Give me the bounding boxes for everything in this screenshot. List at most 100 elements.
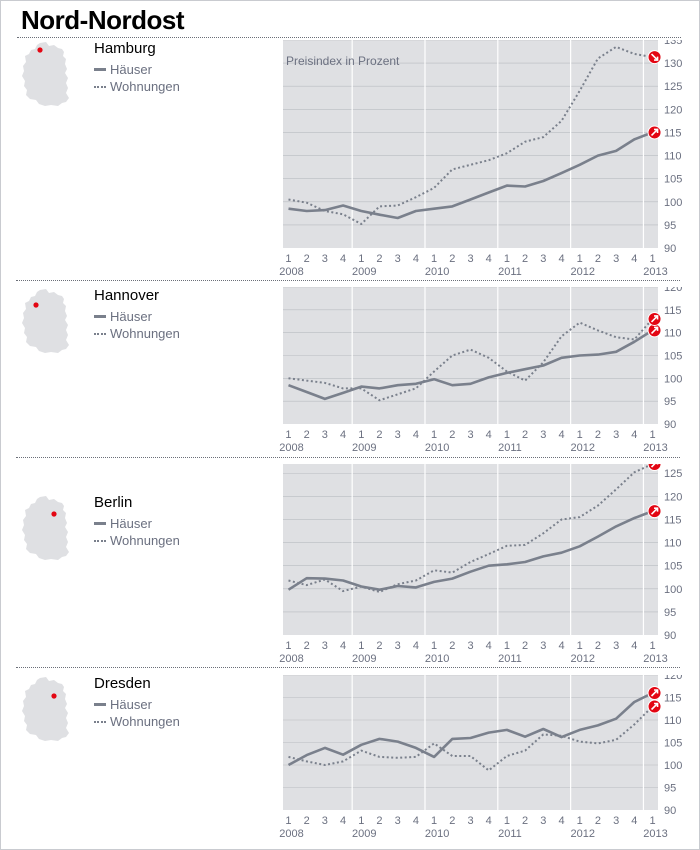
- y-tick-label: 105: [664, 174, 682, 186]
- x-tick-label: 2: [522, 429, 528, 441]
- city-title: Hamburg: [94, 40, 156, 57]
- x-tick-label: 4: [340, 815, 346, 827]
- x-tick-label: 3: [613, 640, 619, 652]
- x-tick-label: 1: [431, 253, 437, 265]
- year-label: 2013: [643, 266, 667, 278]
- year-label: 2012: [570, 653, 594, 665]
- x-tick-label: 3: [540, 815, 546, 827]
- legend-label: Wohnungen: [110, 714, 180, 729]
- y-tick-label: 110: [664, 538, 682, 550]
- y-tick-label: 115: [664, 693, 682, 705]
- year-label: 2013: [643, 828, 667, 840]
- x-tick-label: 3: [613, 429, 619, 441]
- x-tick-label: 1: [649, 429, 655, 441]
- chart-panel-hamburg: Hamburg Häuser Wohnungen Preisindex in Proz…: [0, 40, 700, 278]
- x-tick-label: 2: [522, 640, 528, 652]
- x-tick-label: 2: [449, 640, 455, 652]
- x-tick-label: 4: [558, 815, 564, 827]
- x-tick-label: 4: [413, 253, 419, 265]
- x-tick-label: 3: [395, 429, 401, 441]
- trend-marker-icon: [647, 464, 662, 471]
- x-tick-label: 1: [649, 640, 655, 652]
- legend-swatch: [94, 539, 106, 542]
- year-label: 2011: [498, 653, 522, 665]
- germany-map-icon: [22, 496, 69, 560]
- x-tick-label: 4: [340, 253, 346, 265]
- x-tick-label: 4: [413, 429, 419, 441]
- x-tick-label: 2: [376, 640, 382, 652]
- x-tick-label: 3: [540, 429, 546, 441]
- x-tick-label: 3: [613, 253, 619, 265]
- y-tick-label: 90: [664, 243, 676, 255]
- legend-label: Wohnungen: [110, 533, 180, 548]
- legend-item-haeuser: Häuser: [94, 697, 152, 712]
- x-tick-label: 1: [577, 253, 583, 265]
- x-tick-label: 4: [413, 640, 419, 652]
- y-tick-label: 125: [664, 81, 682, 93]
- x-tick-label: 3: [395, 253, 401, 265]
- y-tick-label: 100: [664, 373, 682, 385]
- x-tick-label: 4: [340, 640, 346, 652]
- city-title: Hannover: [94, 287, 160, 304]
- trend-marker-icon: [647, 125, 662, 140]
- plot-area: [283, 464, 658, 635]
- year-label: 2011: [498, 828, 522, 840]
- year-label: 2010: [425, 266, 449, 278]
- year-label: 2012: [570, 828, 594, 840]
- trend-marker-icon: [647, 504, 662, 519]
- legend-swatch: [94, 522, 106, 526]
- y-tick-label: 130: [664, 58, 682, 70]
- x-tick-label: 3: [395, 640, 401, 652]
- x-tick-label: 4: [558, 253, 564, 265]
- y-tick-label: 125: [664, 468, 682, 480]
- y-tick-label: 120: [664, 491, 682, 503]
- legend-item-haeuser: Häuser: [94, 516, 152, 531]
- x-tick-label: 3: [613, 815, 619, 827]
- x-tick-label: 4: [486, 429, 492, 441]
- year-label: 2009: [352, 442, 376, 454]
- y-tick-label: 110: [664, 328, 682, 340]
- location-dot-icon: [51, 511, 57, 517]
- x-tick-label: 4: [558, 429, 564, 441]
- legend-swatch: [94, 68, 106, 72]
- chart-panel-berlin: Berlin Häuser Wohnungen 90 95 100 105 110 115 120…: [0, 464, 700, 665]
- legend-item-wohnungen: Wohnungen: [94, 79, 180, 94]
- x-tick-label: 1: [577, 429, 583, 441]
- y-tick-label: 120: [664, 104, 682, 116]
- y-tick-label: 100: [664, 197, 682, 209]
- y-tick-label: 115: [664, 514, 682, 526]
- x-tick-label: 2: [304, 815, 310, 827]
- legend-swatch: [94, 85, 106, 88]
- year-label: 2012: [570, 442, 594, 454]
- legend-label: Wohnungen: [110, 326, 180, 341]
- x-tick-label: 3: [322, 253, 328, 265]
- year-label: 2009: [352, 828, 376, 840]
- legend-item-haeuser: Häuser: [94, 62, 152, 77]
- x-tick-label: 4: [631, 253, 637, 265]
- year-label: 2008: [279, 442, 303, 454]
- x-tick-label: 1: [577, 815, 583, 827]
- year-label: 2013: [643, 442, 667, 454]
- y-tick-label: 90: [664, 630, 676, 642]
- y-tick-label: 115: [664, 127, 682, 139]
- divider: [16, 280, 680, 281]
- x-tick-label: 1: [577, 640, 583, 652]
- germany-map-icon: [22, 677, 69, 741]
- legend-label: Häuser: [110, 697, 152, 712]
- y-tick-label: 95: [664, 783, 676, 795]
- x-tick-label: 4: [558, 640, 564, 652]
- series-line-haeuser: [288, 329, 654, 401]
- trend-marker-icon: [647, 311, 662, 326]
- x-tick-label: 1: [358, 815, 364, 827]
- x-tick-label: 1: [431, 640, 437, 652]
- y-tick-label: 95: [664, 396, 676, 408]
- year-label: 2011: [498, 266, 522, 278]
- x-tick-label: 1: [431, 815, 437, 827]
- year-label: 2008: [279, 653, 303, 665]
- x-tick-label: 1: [285, 253, 291, 265]
- germany-map-icon: [22, 42, 69, 106]
- trend-marker-icon: [647, 699, 662, 714]
- x-tick-label: 2: [304, 640, 310, 652]
